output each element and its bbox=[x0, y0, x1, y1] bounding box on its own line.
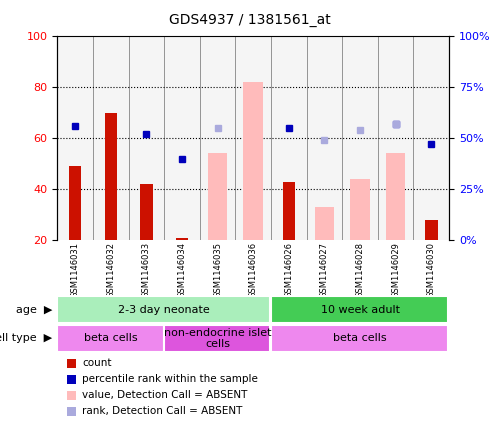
Bar bbox=[271, 324, 449, 352]
Bar bbox=[414, 36, 449, 240]
Bar bbox=[342, 36, 378, 240]
Bar bbox=[93, 36, 129, 240]
Bar bbox=[236, 36, 271, 240]
Text: count: count bbox=[82, 358, 112, 368]
Bar bbox=[105, 113, 117, 240]
Bar bbox=[140, 184, 153, 240]
Bar bbox=[129, 36, 164, 240]
Bar bbox=[69, 166, 81, 240]
Bar bbox=[164, 324, 270, 352]
Text: beta cells: beta cells bbox=[333, 333, 387, 343]
Bar bbox=[164, 36, 200, 240]
Bar bbox=[57, 296, 270, 324]
Bar bbox=[244, 82, 263, 240]
Text: value, Detection Call = ABSENT: value, Detection Call = ABSENT bbox=[82, 390, 248, 400]
Text: percentile rank within the sample: percentile rank within the sample bbox=[82, 374, 258, 384]
Bar bbox=[271, 36, 307, 240]
Bar bbox=[425, 220, 438, 240]
Bar bbox=[315, 207, 334, 240]
Bar bbox=[386, 154, 406, 240]
Text: cell type  ▶: cell type ▶ bbox=[0, 333, 52, 343]
Bar bbox=[57, 36, 93, 240]
Text: rank, Detection Call = ABSENT: rank, Detection Call = ABSENT bbox=[82, 406, 243, 416]
Bar bbox=[57, 324, 164, 352]
Text: 10 week adult: 10 week adult bbox=[320, 305, 400, 315]
Text: 2-3 day neonate: 2-3 day neonate bbox=[118, 305, 210, 315]
Bar bbox=[350, 179, 370, 240]
Text: age  ▶: age ▶ bbox=[16, 305, 52, 315]
Bar bbox=[208, 154, 228, 240]
Bar bbox=[200, 36, 236, 240]
Text: GDS4937 / 1381561_at: GDS4937 / 1381561_at bbox=[169, 13, 330, 27]
Bar bbox=[271, 296, 449, 324]
Bar bbox=[176, 238, 188, 240]
Bar bbox=[307, 36, 342, 240]
Bar bbox=[282, 181, 295, 240]
Text: non-endocrine islet
cells: non-endocrine islet cells bbox=[164, 327, 271, 349]
Text: beta cells: beta cells bbox=[84, 333, 138, 343]
Bar bbox=[378, 36, 414, 240]
